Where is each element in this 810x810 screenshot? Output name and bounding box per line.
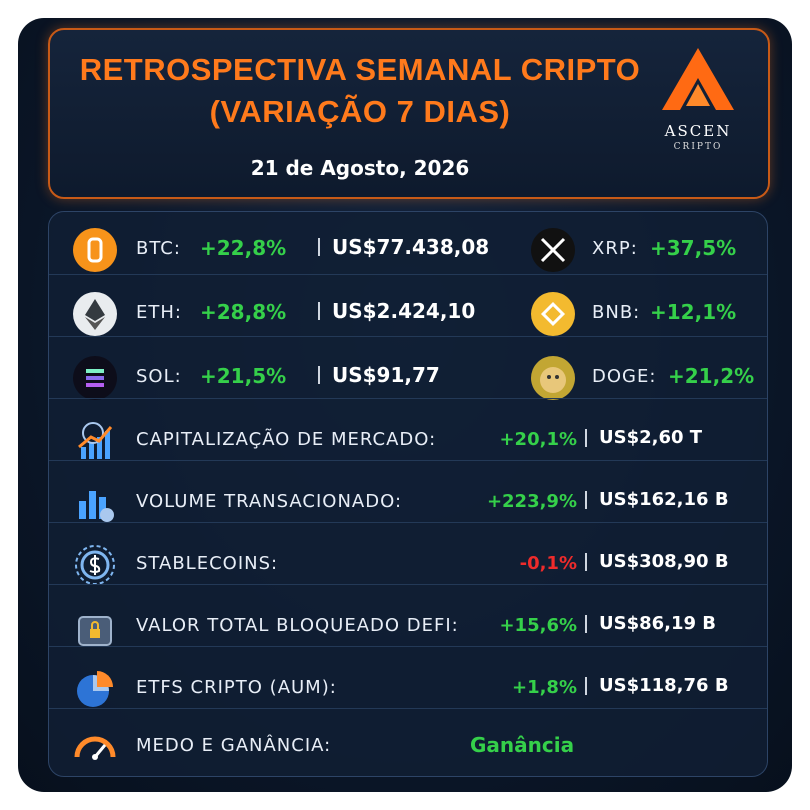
icon bbox=[75, 545, 115, 585]
metric-label: VOLUME TRANSACIONADO: bbox=[136, 491, 403, 512]
metric-value: US$308,90 B bbox=[585, 553, 729, 571]
coin-change: +21,5% bbox=[200, 364, 287, 388]
icon bbox=[531, 292, 575, 336]
coin-label: BTC: bbox=[136, 238, 181, 259]
icon bbox=[77, 671, 113, 707]
metric-change: +15,6% bbox=[499, 615, 577, 636]
title-line: RETROSPECTIVA SEMANAL CRIPTO bbox=[79, 52, 641, 87]
metric-change: +1,8% bbox=[511, 677, 577, 698]
coin-change: +37,5% bbox=[650, 236, 737, 260]
icon bbox=[73, 292, 117, 336]
coin-price: US$2.424,10 bbox=[318, 301, 475, 321]
coin-change: +22,8% bbox=[200, 236, 287, 260]
metric-label: ETFS CRIPTO (AUM): bbox=[136, 677, 337, 698]
main-panel bbox=[48, 211, 768, 777]
row-divider bbox=[49, 584, 767, 646]
row-divider bbox=[49, 398, 767, 460]
date: 21 de Agosto, 2026 bbox=[250, 156, 470, 180]
coin-label: DOGE: bbox=[592, 366, 657, 387]
icon bbox=[73, 228, 117, 272]
logo-tagline: CRIPTO bbox=[673, 142, 723, 152]
metric-change: -0,1% bbox=[519, 553, 577, 574]
coin-label: ETH: bbox=[136, 302, 182, 323]
logo-mark bbox=[662, 48, 734, 110]
row-divider bbox=[49, 460, 767, 522]
coin-price: US$77.438,08 bbox=[318, 237, 489, 257]
icon bbox=[78, 616, 112, 646]
metric-change: +20,1% bbox=[499, 429, 577, 450]
metric-value: US$162,16 B bbox=[585, 491, 729, 509]
logo-name: ASCEN bbox=[664, 122, 732, 140]
coin-label: BNB: bbox=[592, 302, 641, 323]
header-panel: RETROSPECTIVA SEMANAL CRIPTO (VARIAÇÃO 7… bbox=[48, 28, 770, 199]
coin-change: +21,2% bbox=[668, 364, 755, 388]
coin-change: +28,8% bbox=[200, 300, 287, 324]
sentiment-value: Ganância bbox=[470, 733, 575, 757]
metric-value: US$2,60 T bbox=[585, 429, 702, 447]
sentiment-label: MEDO E GANÂNCIA: bbox=[136, 735, 332, 756]
metric-label: VALOR TOTAL BLOQUEADO DEFI: bbox=[136, 615, 459, 636]
title-line: (VARIAÇÃO 7 DIAS) bbox=[209, 94, 511, 129]
row-divider bbox=[49, 522, 767, 584]
metric-change: +223,9% bbox=[486, 491, 577, 512]
row-divider bbox=[49, 274, 767, 336]
metric-label: CAPITALIZAÇÃO DE MERCADO: bbox=[136, 429, 437, 450]
icon bbox=[79, 491, 114, 522]
icon bbox=[531, 356, 575, 400]
coin-label: SOL: bbox=[136, 366, 182, 387]
row-divider bbox=[49, 336, 767, 398]
icon bbox=[73, 356, 117, 400]
icon bbox=[78, 422, 113, 459]
icon bbox=[74, 736, 116, 760]
coin-label: XRP: bbox=[592, 238, 638, 259]
metric-label: STABLECOINS: bbox=[136, 553, 279, 574]
icon bbox=[531, 228, 575, 272]
metric-value: US$86,19 B bbox=[585, 615, 716, 633]
row-divider bbox=[49, 646, 767, 708]
metric-value: US$118,76 B bbox=[585, 677, 729, 695]
row-divider bbox=[49, 708, 767, 770]
coin-change: +12,1% bbox=[650, 300, 737, 324]
coin-price: US$91,77 bbox=[318, 365, 440, 385]
